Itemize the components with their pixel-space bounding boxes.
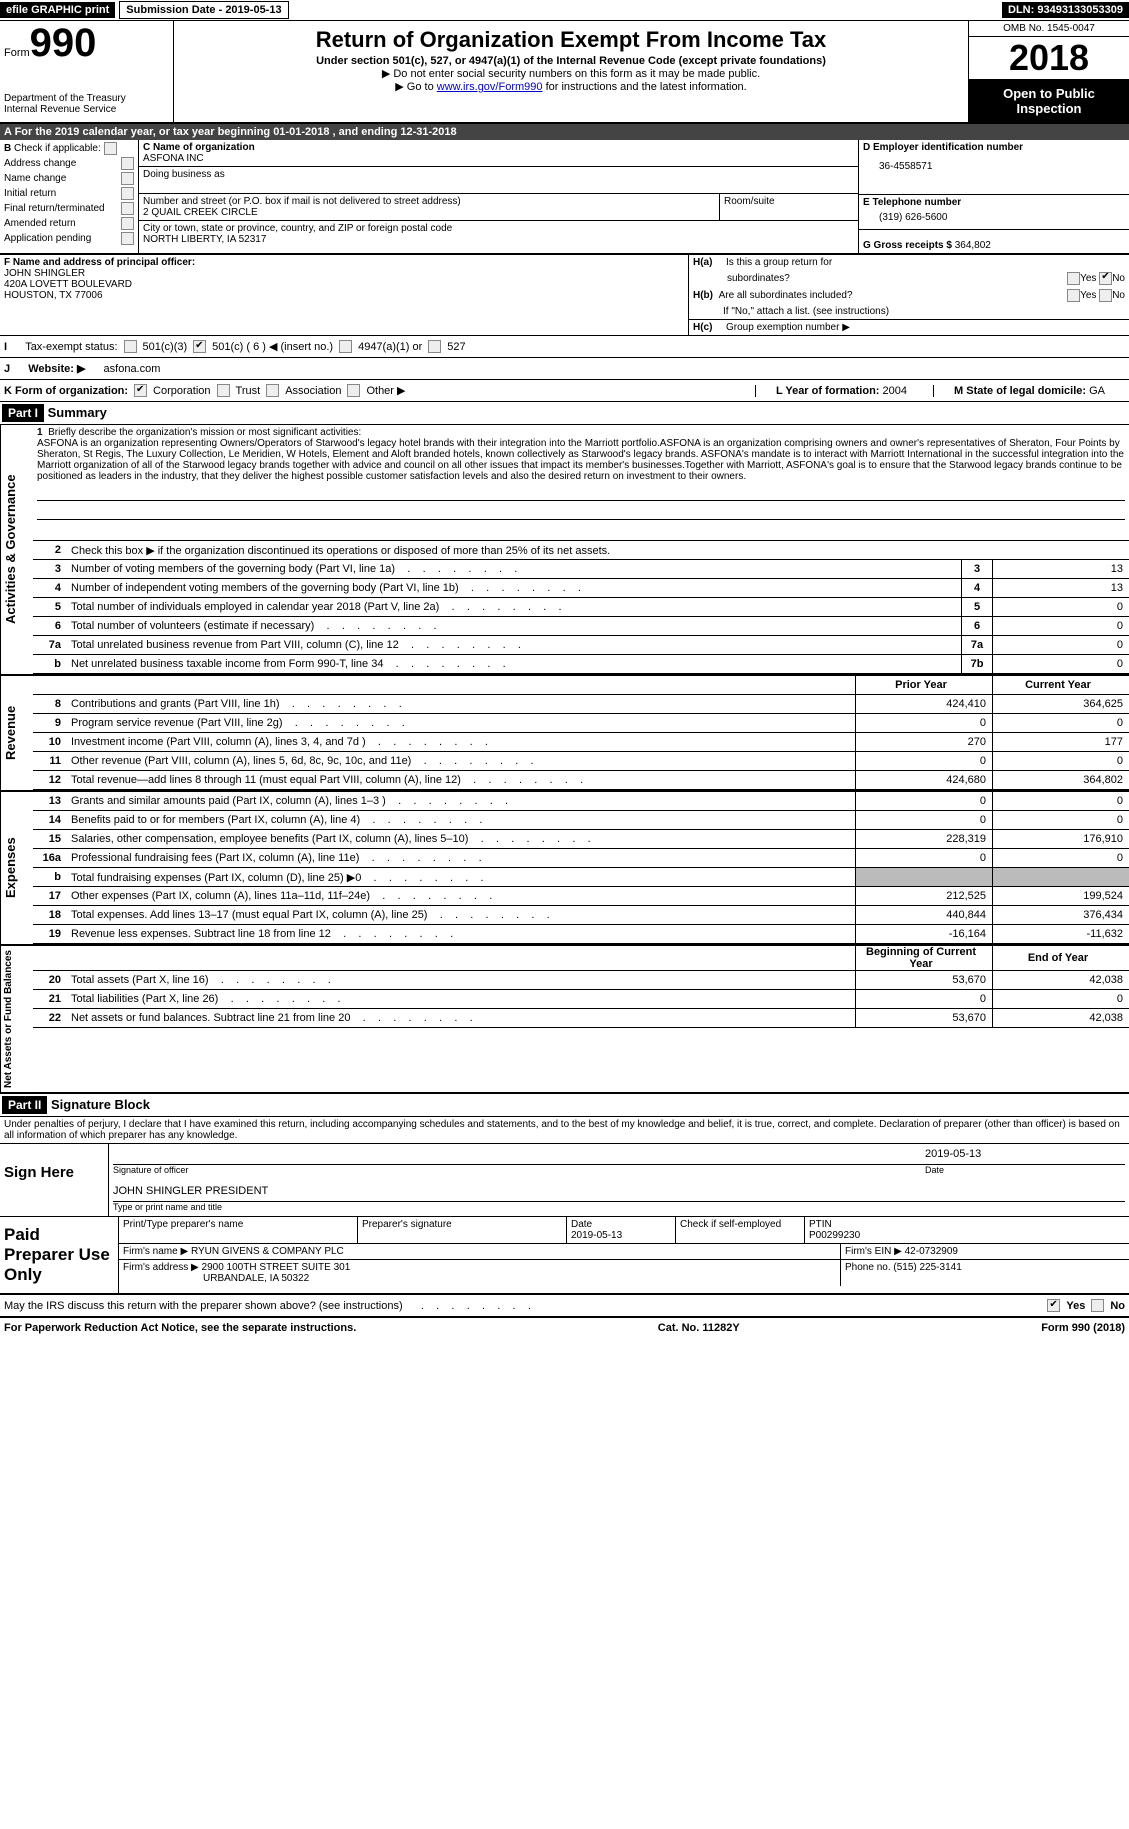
table-row: 7aTotal unrelated business revenue from … <box>33 636 1129 655</box>
row-2: 2 Check this box ▶ if the organization d… <box>33 541 1129 560</box>
irs-link[interactable]: www.irs.gov/Form990 <box>437 81 543 93</box>
footer-right: Form 990 (2018) <box>1041 1322 1125 1334</box>
form-header: Form990 Department of the Treasury Inter… <box>0 21 1129 124</box>
b-item: Application pending <box>4 232 134 245</box>
part1-header: Part I <box>2 404 44 422</box>
table-governance: Activities & Governance 1 Briefly descri… <box>0 425 1129 676</box>
cell-gross: G Gross receipts $ 364,802 <box>859 230 1129 253</box>
table-row: 11Other revenue (Part VIII, column (A), … <box>33 752 1129 771</box>
section-bcdeg: B Check if applicable: Address change Na… <box>0 140 1129 254</box>
table-row: 17Other expenses (Part IX, column (A), l… <box>33 887 1129 906</box>
cell-address-row: Number and street (or P.O. box if mail i… <box>139 194 858 221</box>
header-left: Form990 Department of the Treasury Inter… <box>0 21 174 122</box>
omb-number: OMB No. 1545-0047 <box>969 21 1129 37</box>
note-link: ▶ Go to www.irs.gov/Form990 for instruct… <box>178 80 964 93</box>
table-row: 18Total expenses. Add lines 13–17 (must … <box>33 906 1129 925</box>
note-ssn: ▶ Do not enter social security numbers o… <box>178 67 964 80</box>
col-c: C Name of organization ASFONA INC Doing … <box>139 140 858 253</box>
chk-applicable[interactable] <box>104 142 117 155</box>
part2-header: Part II <box>2 1096 47 1114</box>
table-net-assets: Net Assets or Fund Balances Beginning of… <box>0 946 1129 1094</box>
dept: Department of the Treasury <box>4 93 169 104</box>
table-row: 10Investment income (Part VIII, column (… <box>33 733 1129 752</box>
discuss-row: May the IRS discuss this return with the… <box>0 1295 1129 1318</box>
cell-org-name: C Name of organization ASFONA INC <box>139 140 858 167</box>
table-row: 19Revenue less expenses. Subtract line 1… <box>33 925 1129 944</box>
mission-block: 1 Briefly describe the organization's mi… <box>33 425 1129 541</box>
cell-dba: Doing business as <box>139 167 858 194</box>
table-row: bTotal fundraising expenses (Part IX, co… <box>33 868 1129 887</box>
table-row: 9Program service revenue (Part VIII, lin… <box>33 714 1129 733</box>
sign-here-block: Sign Here 2019-05-13 Signature of office… <box>0 1144 1129 1217</box>
header-right: OMB No. 1545-0047 2018 Open to Public In… <box>968 21 1129 122</box>
footer: For Paperwork Reduction Act Notice, see … <box>0 1318 1129 1338</box>
table-row: 12Total revenue—add lines 8 through 11 (… <box>33 771 1129 790</box>
form-subtitle: Under section 501(c), 527, or 4947(a)(1)… <box>178 55 964 67</box>
form-prefix: Form <box>4 47 30 59</box>
b-item: Final return/terminated <box>4 202 134 215</box>
table-revenue: Revenue Prior Year Current Year 8Contrib… <box>0 676 1129 792</box>
form-title: Return of Organization Exempt From Incom… <box>178 27 964 53</box>
cell-city: City or town, state or province, country… <box>139 221 858 247</box>
b-item: Amended return <box>4 217 134 230</box>
table-row: 6Total number of volunteers (estimate if… <box>33 617 1129 636</box>
cell-street: Number and street (or P.O. box if mail i… <box>139 194 720 221</box>
table-row: 5Total number of individuals employed in… <box>33 598 1129 617</box>
paid-preparer-block: Paid Preparer Use Only Print/Type prepar… <box>0 1217 1129 1295</box>
part2-bar: Part II Signature Block <box>0 1094 1129 1117</box>
row-a-period: A For the 2019 calendar year, or tax yea… <box>0 124 1129 140</box>
table-row: 15Salaries, other compensation, employee… <box>33 830 1129 849</box>
col-b: B Check if applicable: Address change Na… <box>0 140 139 253</box>
header-row: Prior Year Current Year <box>33 676 1129 695</box>
vtab-net: Net Assets or Fund Balances <box>0 946 33 1092</box>
open-public: Open to Public Inspection <box>969 80 1129 122</box>
cell-ein: D Employer identification number 36-4558… <box>859 140 1129 195</box>
table-row: 3Number of voting members of the governi… <box>33 560 1129 579</box>
b-item: Address change <box>4 157 134 170</box>
cell-phone: E Telephone number (319) 626-5600 <box>859 195 1129 230</box>
f-officer: F Name and address of principal officer:… <box>0 255 689 335</box>
header-row-net: Beginning of Current Year End of Year <box>33 946 1129 971</box>
footer-left: For Paperwork Reduction Act Notice, see … <box>4 1322 356 1334</box>
part1-bar: Part I Summary <box>0 402 1129 425</box>
row-j-website: J Website: ▶ asfona.com <box>0 358 1129 380</box>
submission-date: Submission Date - 2019-05-13 <box>119 1 288 19</box>
tax-year: 2018 <box>969 37 1129 80</box>
efile-btn[interactable]: efile GRAPHIC print <box>0 2 115 18</box>
vtab-expenses: Expenses <box>0 792 33 944</box>
table-row: 14Benefits paid to or for members (Part … <box>33 811 1129 830</box>
h-group: H(a) Is this a group return for subordin… <box>689 255 1129 335</box>
b-item: Initial return <box>4 187 134 200</box>
table-row: bNet unrelated business taxable income f… <box>33 655 1129 674</box>
table-row: 4Number of independent voting members of… <box>33 579 1129 598</box>
cell-room: Room/suite <box>720 194 858 221</box>
form-number: 990 <box>30 21 97 65</box>
table-row: 21Total liabilities (Part X, line 26)00 <box>33 990 1129 1009</box>
sign-here-label: Sign Here <box>0 1144 108 1216</box>
header-mid: Return of Organization Exempt From Incom… <box>174 21 968 122</box>
footer-mid: Cat. No. 11282Y <box>658 1322 740 1334</box>
top-bar: efile GRAPHIC print Submission Date - 20… <box>0 0 1129 21</box>
declaration: Under penalties of perjury, I declare th… <box>0 1117 1129 1144</box>
row-i-status: I Tax-exempt status: 501(c)(3) 501(c) ( … <box>0 335 1129 358</box>
row-klm: K Form of organization: Corporation Trus… <box>0 380 1129 402</box>
table-row: 13Grants and similar amounts paid (Part … <box>33 792 1129 811</box>
table-row: 20Total assets (Part X, line 16)53,67042… <box>33 971 1129 990</box>
prep-label: Paid Preparer Use Only <box>0 1217 119 1293</box>
vtab-revenue: Revenue <box>0 676 33 790</box>
section-fh: F Name and address of principal officer:… <box>0 254 1129 335</box>
b-item: Name change <box>4 172 134 185</box>
col-deg: D Employer identification number 36-4558… <box>858 140 1129 253</box>
table-row: 16aProfessional fundraising fees (Part I… <box>33 849 1129 868</box>
table-expenses: Expenses 13Grants and similar amounts pa… <box>0 792 1129 946</box>
dln: DLN: 93493133053309 <box>1002 2 1129 18</box>
vtab-governance: Activities & Governance <box>0 425 33 674</box>
table-row: 8Contributions and grants (Part VIII, li… <box>33 695 1129 714</box>
table-row: 22Net assets or fund balances. Subtract … <box>33 1009 1129 1028</box>
irs: Internal Revenue Service <box>4 104 169 115</box>
